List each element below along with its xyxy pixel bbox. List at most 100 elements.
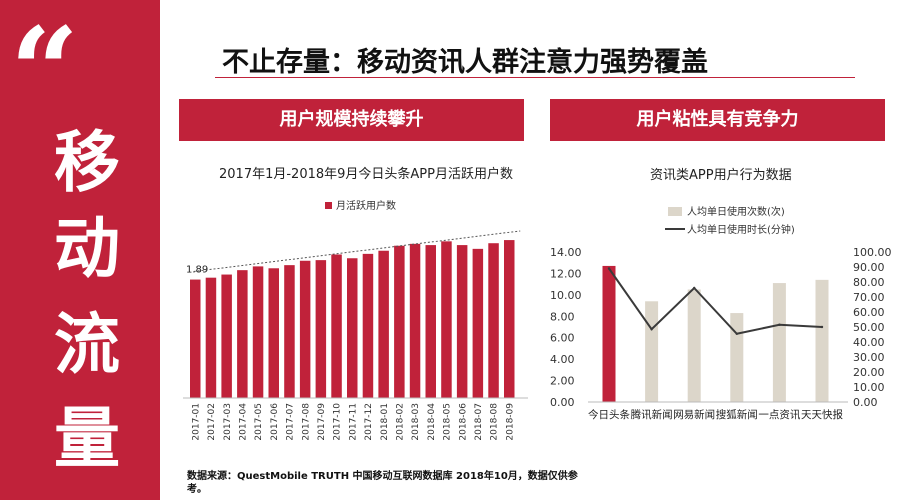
bar-腾讯新闻 — [645, 301, 659, 402]
x-tick-网易新闻: 网易新闻 — [673, 408, 715, 421]
quote-mark: “ — [10, 1, 79, 142]
x-tick-2017-06: 2017-06 — [270, 403, 280, 441]
y-right-tick-40.00: 40.00 — [853, 336, 885, 349]
bar-2017-09 — [315, 260, 327, 398]
y-right-tick-90.00: 90.00 — [853, 261, 885, 274]
y-right-tick-50.00: 50.00 — [853, 321, 885, 334]
legend-label-duration: 人均单日使用时长(分钟) — [687, 223, 795, 236]
sidebar-char-3: 流 — [54, 306, 120, 383]
bar-2018-09 — [504, 240, 515, 398]
y-right-tick-30.00: 30.00 — [853, 351, 885, 364]
x-tick-2017-12: 2017-12 — [364, 403, 374, 441]
bar-天天快报 — [815, 279, 829, 402]
duration-point-天天快报 — [820, 325, 824, 329]
bar-2017-11 — [347, 258, 358, 398]
x-tick-2017-11: 2017-11 — [348, 403, 358, 441]
mau-bar-chart: 月活跃用户数 2017-01 2017-02 2017-03 2017-04 2017-0… — [183, 199, 528, 441]
bar-网易新闻 — [687, 289, 701, 402]
x-tick-2017-05: 2017-05 — [254, 403, 264, 441]
y-right-tick-70.00: 70.00 — [853, 291, 885, 304]
duration-point-网易新闻 — [693, 286, 696, 290]
y-right-tick-10.00: 10.00 — [853, 381, 885, 394]
y-right-tick-60.00: 60.00 — [853, 306, 885, 319]
x-tick-一点资讯: 一点资讯 — [758, 408, 800, 421]
bar-搜狐新闻 — [730, 313, 744, 402]
y-left-tick-6.00: 6.00 — [550, 332, 575, 345]
bar-2017-03 — [221, 274, 232, 398]
x-tick-腾讯新闻: 腾讯新闻 — [631, 408, 673, 421]
bar-今日头条 — [602, 265, 616, 402]
y-left-tick-12.00: 12.00 — [550, 267, 582, 280]
left-banner: 用户规模持续攀升 — [179, 99, 524, 141]
y-right-tick-0.00: 0.00 — [853, 396, 878, 409]
y-right-tick-20.00: 20.00 — [853, 366, 885, 379]
x-tick-2018-02: 2018-02 — [396, 403, 406, 441]
bar-2017-08 — [299, 260, 311, 398]
x-tick-2017-02: 2017-02 — [207, 403, 217, 441]
sidebar-char-4: 量 — [54, 400, 120, 477]
duration-point-一点资讯 — [778, 323, 781, 326]
bar-2018-08 — [488, 243, 499, 398]
x-tick-2017-07: 2017-07 — [286, 403, 296, 441]
bar-2017-06 — [268, 268, 279, 398]
title-divider — [215, 77, 855, 78]
bar-2018-07 — [472, 248, 484, 398]
duration-line — [608, 267, 823, 335]
bar-2017-12 — [362, 253, 374, 398]
x-tick-2018-08: 2018-08 — [490, 403, 500, 441]
bar-2018-04 — [425, 245, 436, 398]
x-tick-2017-04: 2017-04 — [239, 403, 249, 441]
x-tick-2018-09: 2018-09 — [505, 403, 515, 441]
x-tick-2017-10: 2017-10 — [333, 403, 343, 441]
right-banner: 用户粘性具有竞争力 — [550, 99, 885, 141]
y-right-tick-80.00: 80.00 — [853, 276, 885, 289]
x-tick-天天快报: 天天快报 — [801, 408, 843, 421]
y-left-tick-10.00: 10.00 — [550, 289, 582, 302]
legend-swatch-mau — [325, 202, 332, 209]
bar-2017-07 — [284, 265, 295, 398]
page-title: 不止存量：移动资讯人群注意力强势覆盖 — [222, 47, 708, 78]
x-tick-2017-09: 2017-09 — [317, 403, 327, 441]
source-footnote: 数据来源：QuestMobile TRUTH 中国移动互联网数据库 2018年1… — [187, 471, 578, 495]
bar-2017-02 — [205, 277, 217, 398]
y-right-tick-100.00: 100.00 — [853, 246, 892, 259]
left-chart-title: 2017年1月-2018年9月今日头条APP月活跃用户数 — [219, 167, 513, 182]
y-left-tick-14.00: 14.00 — [550, 246, 582, 259]
bar-2018-05 — [441, 241, 452, 398]
x-tick-搜狐新闻: 搜狐新闻 — [716, 408, 758, 421]
bar-2018-01 — [378, 250, 389, 398]
x-tick-今日头条: 今日头条 — [588, 408, 630, 421]
bar-2017-10 — [331, 254, 342, 398]
bar-2018-06 — [456, 245, 468, 398]
y-left-tick-4.00: 4.00 — [550, 353, 575, 366]
x-tick-2018-05: 2018-05 — [443, 403, 453, 441]
x-tick-2017-01: 2017-01 — [191, 403, 201, 441]
y-left-tick-0.00: 0.00 — [550, 396, 575, 409]
duration-point-今日头条 — [607, 267, 611, 270]
sidebar-char-2: 动 — [54, 210, 120, 287]
legend-label-count: 人均单日使用次数(次) — [687, 205, 785, 218]
x-tick-2017-08: 2017-08 — [301, 403, 311, 441]
right-chart-title: 资讯类APP用户行为数据 — [650, 168, 792, 183]
x-tick-2018-04: 2018-04 — [427, 403, 437, 441]
data-label-2017-01: 1.89 — [186, 265, 208, 276]
y-left-tick-8.00: 8.00 — [550, 310, 575, 323]
y-left-tick-2.00: 2.00 — [550, 375, 575, 388]
legend-label-mau: 月活跃用户数 — [336, 199, 396, 212]
bar-2018-03 — [409, 243, 421, 398]
bar-2017-05 — [252, 266, 264, 398]
trendline — [193, 230, 521, 273]
duration-point-搜狐新闻 — [735, 332, 738, 335]
x-tick-2018-01: 2018-01 — [380, 403, 390, 441]
duration-point-腾讯新闻 — [650, 328, 653, 331]
app-behavior-combo-chart: 人均单日使用次数(次) 人均单日使用时长(分钟) 0.00 2.00 4.00 6.00 8… — [550, 205, 892, 421]
legend-swatch-count — [668, 207, 682, 216]
x-tick-2018-07: 2018-07 — [474, 403, 484, 441]
bar-2017-01 — [190, 279, 201, 398]
sidebar: “ 移 动 流 量 — [0, 0, 160, 500]
x-tick-2017-03: 2017-03 — [223, 403, 233, 441]
bar-一点资讯 — [772, 283, 786, 402]
bar-2017-04 — [237, 270, 248, 398]
x-tick-2018-06: 2018-06 — [458, 403, 468, 441]
bar-2018-02 — [394, 245, 405, 398]
